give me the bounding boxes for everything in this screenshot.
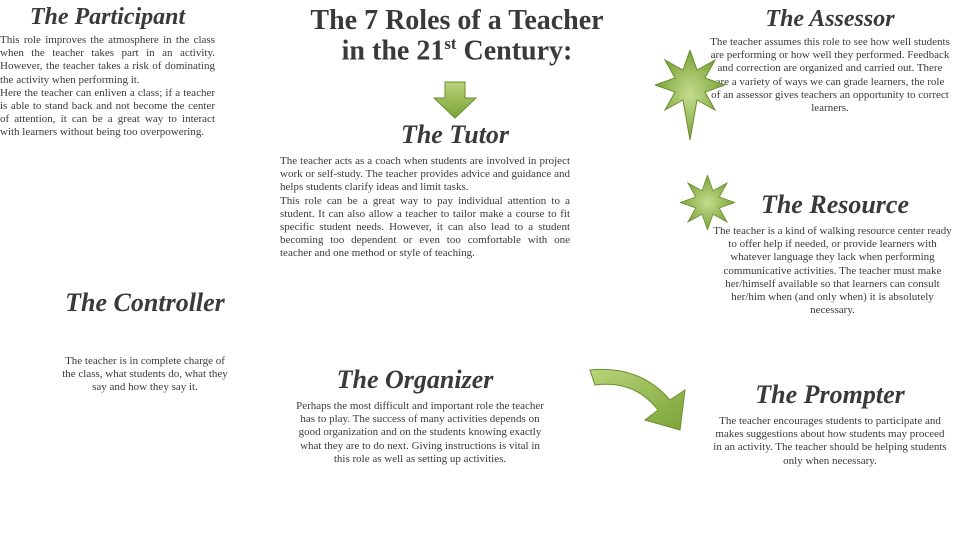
tutor-title: The Tutor [330,120,580,150]
controller-title: The Controller [60,290,230,316]
down-arrow-icon [430,80,480,120]
assessor-title: The Assessor [720,6,940,33]
title-sup: st [444,34,456,53]
title-line2-suffix: Century: [456,36,572,67]
organizer-title: The Organizer [290,365,540,395]
main-title: The 7 Roles of a Teacher in the 21st Cen… [262,6,652,66]
title-line1: The 7 Roles of a Teacher [310,5,603,36]
participant-title: The Participant [0,4,215,31]
assessor-body: The teacher assumes this role to see how… [710,36,950,115]
curved-arrow-icon [580,360,700,450]
prompter-title: The Prompter [710,380,950,410]
title-line2-prefix: in the 21 [342,36,445,67]
star-burst-icon-2 [680,175,735,230]
star-burst-icon [655,50,725,140]
participant-body: This role improves the atmosphere in the… [0,34,215,140]
resource-title: The Resource [720,190,950,220]
prompter-body: The teacher encourages students to parti… [710,415,950,468]
controller-body: The teacher is in complete charge of the… [60,355,230,395]
resource-body: The teacher is a kind of walking resourc… [710,225,955,317]
organizer-body: Perhaps the most difficult and important… [295,400,545,466]
tutor-body: The teacher acts as a coach when student… [280,155,570,261]
